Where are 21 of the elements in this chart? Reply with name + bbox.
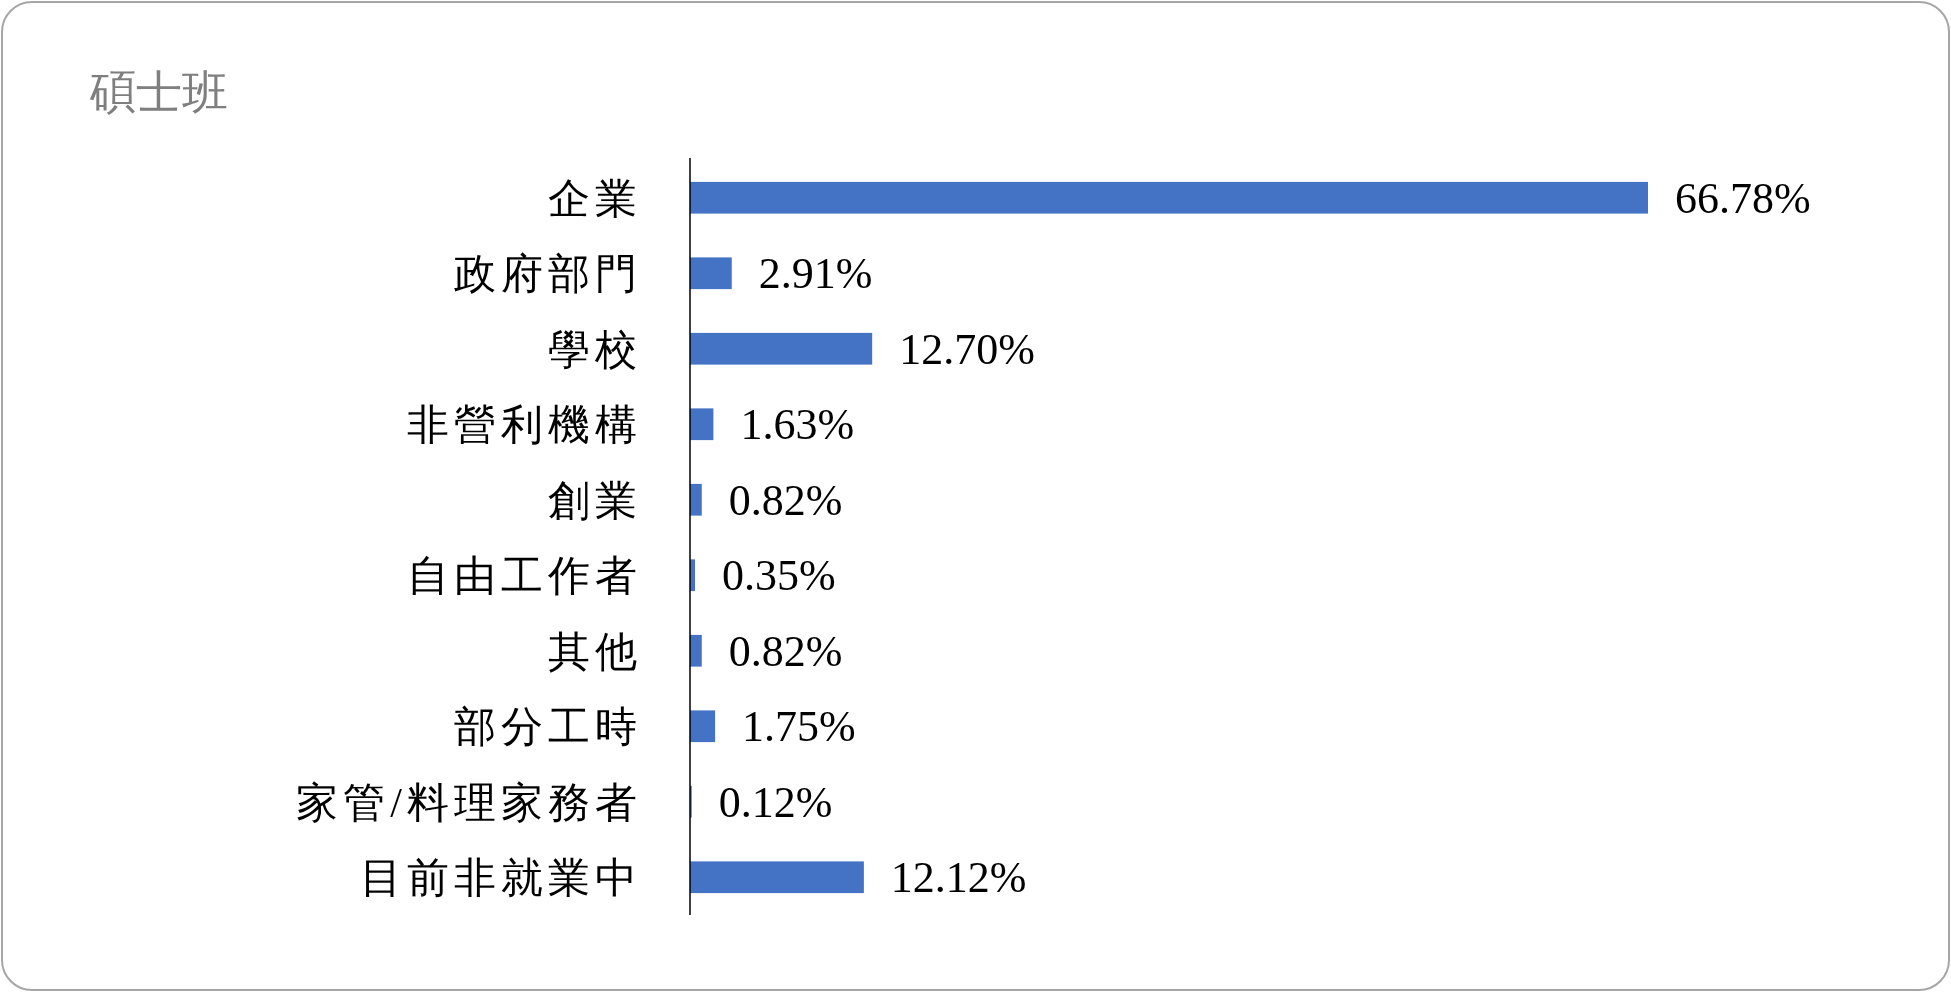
y-tick-label: 目前非就業中: [360, 855, 642, 902]
text: 碩士班: [89, 67, 228, 118]
data-label: 0.82%: [728, 475, 843, 525]
y-tick-label: 創業: [548, 477, 642, 524]
data-label: 12.12%: [890, 853, 1027, 903]
y-tick-label: 其他: [548, 628, 642, 675]
y-tick-label: 政府部門: [454, 251, 642, 298]
y-tick-label: 企業: [548, 175, 642, 222]
data-label: 0.35%: [722, 551, 836, 601]
y-tick-label: 自由工作者: [407, 553, 642, 600]
data-label: 2.91%: [758, 249, 873, 299]
data-label: 0.12%: [718, 777, 833, 827]
y-tick-label: 非營利機構: [407, 402, 642, 449]
y-tick-label: 家管/料理家務者: [296, 779, 642, 826]
data-label: 1.75%: [742, 702, 856, 752]
y-tick-label: 部分工時: [454, 704, 642, 751]
data-label: 12.70%: [899, 324, 1035, 374]
data-label: 1.63%: [740, 400, 855, 450]
y-tick-label: 學校: [548, 326, 642, 373]
data-label: 0.82%: [728, 626, 843, 676]
data-label: 66.78%: [1675, 173, 1811, 223]
